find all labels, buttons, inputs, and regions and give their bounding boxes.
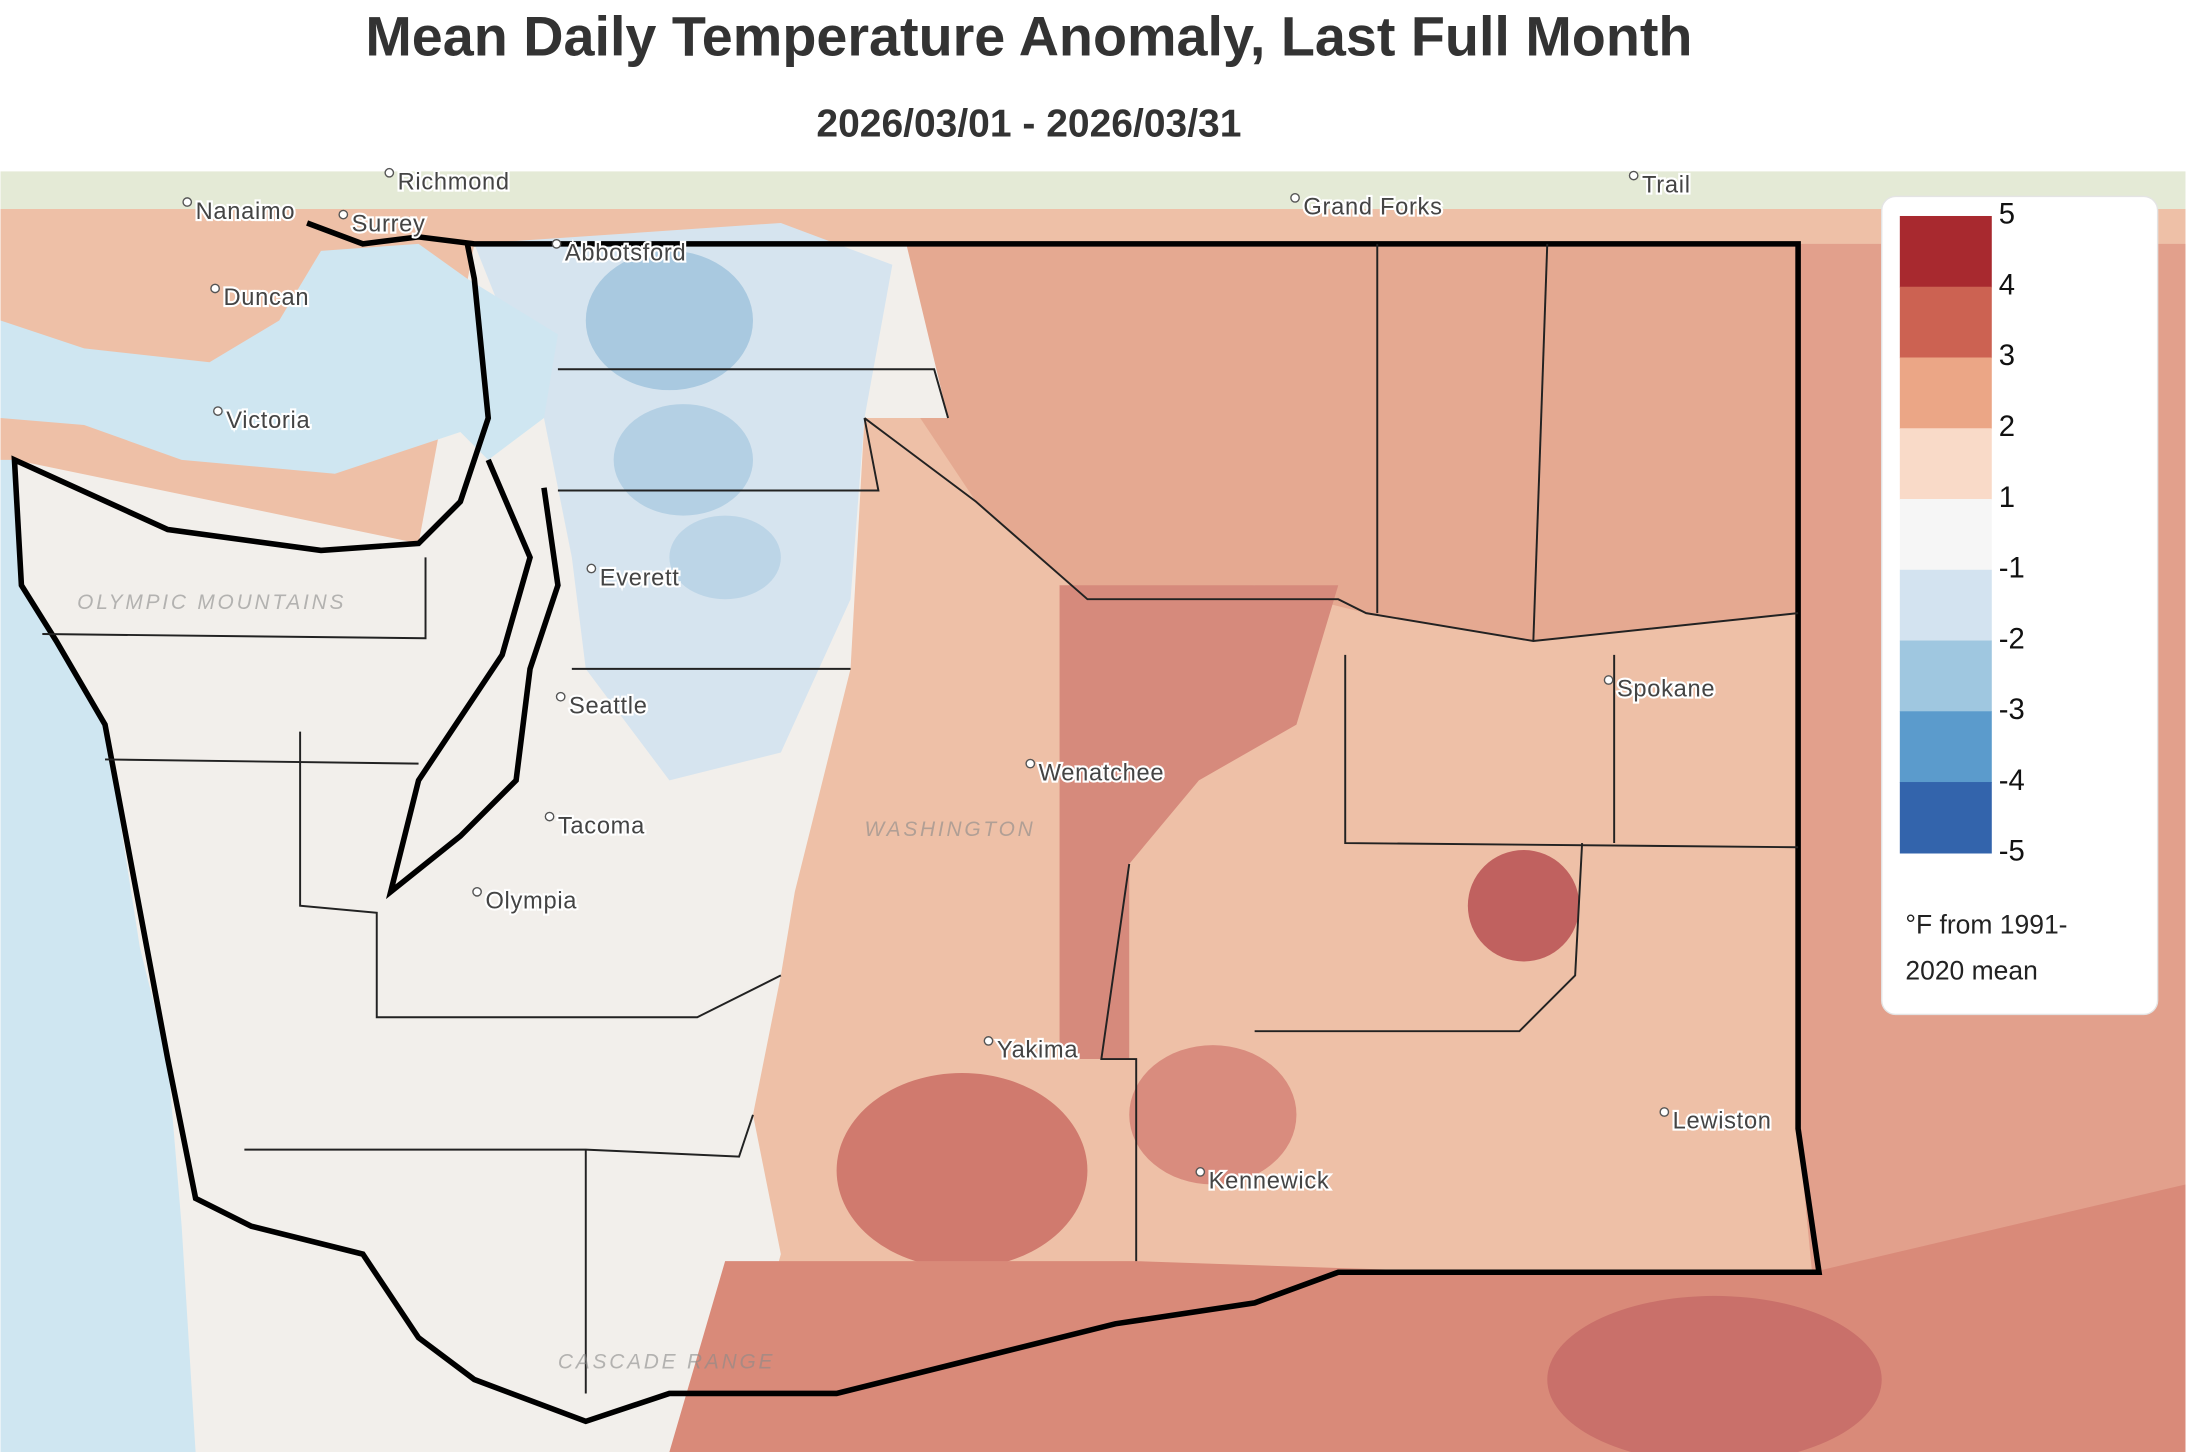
pacific-ocean xyxy=(0,459,196,1452)
legend-tick-label: 4 xyxy=(1999,269,2015,301)
legend-scale: 5 4 3 2 1 -1 -2 -3 -4 -5 xyxy=(1899,199,2025,868)
legend-caption: °F from 1991- xyxy=(1905,910,2067,940)
subtitle: 2026/03/01 - 2026/03/31 xyxy=(816,103,1241,146)
place-labels: Richmond Nanaimo Surrey Duncan Victoria Abbot… xyxy=(77,167,1773,1373)
place-marker xyxy=(1290,192,1300,203)
place-marker xyxy=(472,886,482,897)
salish-sea xyxy=(0,243,558,474)
place-label: Olympia xyxy=(485,889,577,915)
place-label: Yakima xyxy=(997,1038,1078,1064)
legend-tick-label: -4 xyxy=(1999,765,2025,797)
legend-swatch xyxy=(1899,640,1992,712)
legend-tick-label: -3 xyxy=(1999,694,2025,726)
warm-region xyxy=(1547,1295,1882,1452)
place-marker xyxy=(586,563,597,574)
place-marker xyxy=(338,209,349,220)
place-label: Abbotsford xyxy=(565,241,686,267)
warm-region xyxy=(1059,585,1339,1060)
hot-spot xyxy=(1467,850,1580,962)
legend-swatch xyxy=(1899,499,1992,571)
legend-tick-label: 1 xyxy=(1999,482,2015,514)
legend-caption: 2020 mean xyxy=(1905,956,2037,986)
place-marker xyxy=(1603,675,1614,685)
place-label: Seattle xyxy=(569,693,648,719)
place-label: Surrey xyxy=(352,211,426,237)
place-label: Richmond xyxy=(398,170,510,196)
place-label: Grand Forks xyxy=(1303,195,1442,221)
place-marker xyxy=(210,283,220,294)
map[interactable] xyxy=(0,171,2186,1452)
place-marker xyxy=(384,167,395,178)
place-label: Victoria xyxy=(226,408,310,434)
place-marker xyxy=(983,1036,994,1046)
cool-patch xyxy=(585,250,753,391)
legend: 5 4 3 2 1 -1 -2 -3 -4 -5 °F from 1991- 2020 mean xyxy=(1881,195,2159,1016)
place-marker xyxy=(1659,1107,1670,1117)
place-marker xyxy=(213,406,223,416)
legend-tick-label: 5 xyxy=(1999,199,2015,231)
place-label: Duncan xyxy=(223,285,309,311)
region-label: OLYMPIC MOUNTAINS xyxy=(77,591,346,614)
place-marker xyxy=(1195,1167,1206,1177)
place-label: Trail xyxy=(1642,172,1691,198)
place-label: Kennewick xyxy=(1209,1169,1330,1195)
county-lines xyxy=(42,243,1799,1394)
title: Mean Daily Temperature Anomaly, Last Ful… xyxy=(365,6,1692,68)
northeast-region xyxy=(906,243,1799,641)
legend-swatch xyxy=(1899,782,1992,854)
legend-tick-label: -1 xyxy=(1999,553,2025,585)
legend-tick-label: -5 xyxy=(1999,836,2025,868)
cool-patch xyxy=(669,515,781,600)
warm-region xyxy=(1129,1045,1297,1185)
legend-tick-label: 3 xyxy=(1999,340,2015,372)
legend-tick-label: 2 xyxy=(1999,411,2015,443)
legend-swatch xyxy=(1899,286,1992,359)
legend-swatch xyxy=(1899,215,1992,288)
region-label: CASCADE RANGE xyxy=(558,1350,775,1373)
place-marker xyxy=(544,811,555,822)
legend-swatch xyxy=(1899,711,1992,783)
place-label: Wenatchee xyxy=(1039,760,1165,786)
place-marker xyxy=(551,238,562,249)
puget-sound-shore xyxy=(385,458,561,900)
legend-tick-label: -2 xyxy=(1999,623,2025,655)
legend-swatch xyxy=(1899,569,1992,642)
place-label: Everett xyxy=(600,565,680,591)
place-marker xyxy=(182,197,193,207)
region-label: WASHINGTON xyxy=(864,818,1035,841)
place-label: Nanaimo xyxy=(196,199,296,225)
cool-patch xyxy=(613,404,753,516)
place-label: Spokane xyxy=(1617,677,1715,703)
legend-swatch xyxy=(1899,357,1992,429)
state-border xyxy=(11,220,1823,1425)
place-label: Tacoma xyxy=(558,813,645,839)
place-marker xyxy=(1628,170,1639,181)
place-label: Lewiston xyxy=(1673,1109,1772,1135)
place-marker xyxy=(1025,758,1036,769)
place-marker xyxy=(555,691,566,702)
warm-region xyxy=(836,1072,1088,1269)
legend-swatch xyxy=(1899,428,1992,500)
